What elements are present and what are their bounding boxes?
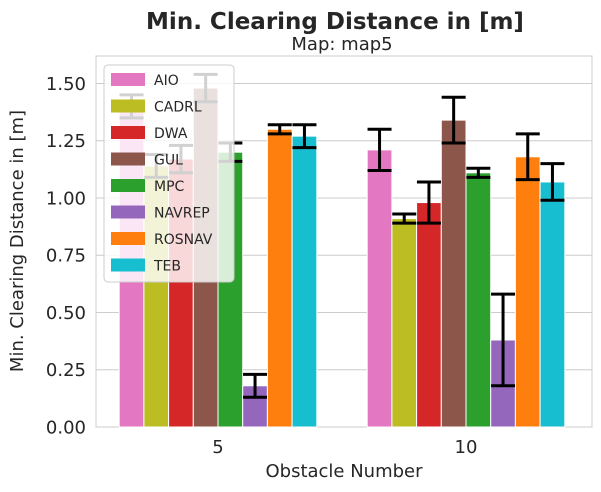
legend-label: TEB: [153, 259, 181, 275]
y-tick-label: 1.00: [46, 188, 86, 209]
legend: AIO CADRL DWA GUL MPC NAVREP ROSNAV TEB: [103, 64, 235, 283]
legend-swatch: [111, 258, 145, 272]
bar-rosnav-10: [514, 156, 541, 428]
legend-item-aio: AIO: [111, 73, 179, 89]
error-bar-rosnav-5: [267, 123, 292, 136]
y-tick-labels: 0.00 0.25 0.50 0.75 1.00 1.25 1.50: [46, 74, 86, 439]
legend-label: MPC: [154, 179, 185, 195]
legend-box: [103, 64, 235, 283]
x-tick-label: 5: [212, 437, 223, 458]
bar-rosnav-5: [266, 128, 293, 428]
y-tick-label: 0.25: [46, 360, 86, 381]
error-bar-navrep-10: [491, 292, 516, 388]
chart-title: Min. Clearing Distance in [m]: [146, 9, 524, 35]
x-axis-label: Obstacle Number: [265, 461, 423, 482]
bar-teb-5: [291, 135, 318, 428]
bar-teb-10: [539, 181, 566, 428]
x-tick-label: 10: [455, 437, 478, 458]
x-tick-labels: 5 10: [212, 437, 477, 458]
legend-label: AIO: [154, 73, 179, 89]
error-bar-dwa-10: [416, 180, 441, 225]
legend-swatch: [111, 152, 145, 166]
error-bar-cadrl-10: [392, 212, 417, 225]
error-bar-teb-10: [540, 162, 565, 202]
error-bar-gul-10: [441, 95, 466, 145]
bar-aio-10: [366, 149, 393, 428]
error-bar-rosnav-10: [515, 132, 540, 182]
legend-swatch: [111, 99, 145, 113]
legend-item-rosnav: ROSNAV: [111, 232, 213, 248]
bar-dwa-10: [416, 202, 442, 428]
legend-swatch: [111, 126, 145, 139]
error-bar-teb-5: [292, 123, 317, 150]
legend-label: CADRL: [154, 100, 202, 116]
legend-item-teb: TEB: [111, 258, 181, 275]
legend-swatch: [111, 232, 145, 245]
legend-swatch: [111, 73, 145, 86]
bar-gul-10: [440, 119, 467, 428]
legend-label: DWA: [154, 126, 188, 142]
y-tick-label: 1.50: [46, 74, 86, 95]
y-tick-label: 0.75: [46, 246, 86, 267]
legend-swatch: [111, 179, 145, 192]
chart-subtitle: Map: map5: [291, 34, 392, 55]
error-bar-navrep-5: [243, 372, 268, 399]
y-axis-label: Min. Clearing Distance in [m]: [7, 110, 28, 372]
legend-label: GUL: [154, 153, 183, 169]
legend-item-gul: GUL: [111, 152, 183, 169]
error-bar-mpc-10: [466, 166, 491, 179]
y-tick-label: 1.25: [46, 131, 86, 152]
bar-cadrl-10: [391, 218, 418, 428]
legend-item-cadrl: CADRL: [111, 99, 202, 116]
legend-label: ROSNAV: [154, 232, 213, 248]
legend-item-navrep: NAVREP: [111, 205, 210, 222]
legend-label: NAVREP: [154, 206, 210, 222]
y-tick-label: 0.00: [46, 418, 86, 439]
y-tick-label: 0.50: [46, 303, 86, 324]
legend-item-mpc: MPC: [111, 179, 185, 195]
bar-mpc-10: [465, 172, 492, 428]
error-bar-aio-10: [367, 127, 392, 173]
legend-item-dwa: DWA: [111, 126, 188, 142]
legend-swatch: [111, 205, 145, 219]
